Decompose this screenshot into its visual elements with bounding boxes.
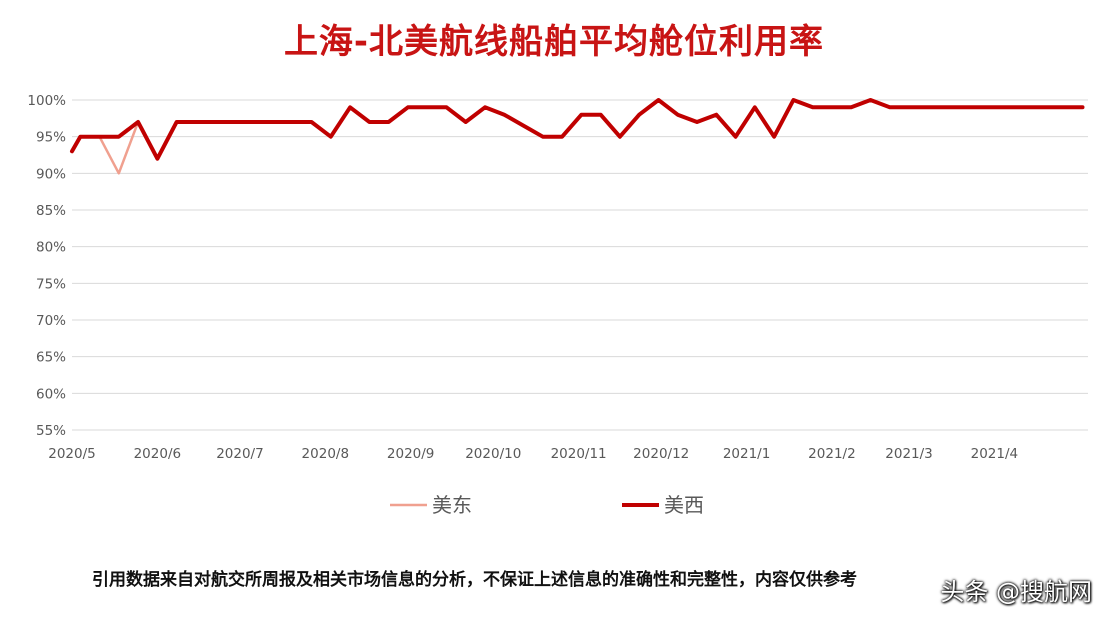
x-tick-label: 2020/7 (216, 446, 264, 462)
y-tick-label: 75% (36, 276, 66, 292)
x-tick-label: 2020/8 (302, 446, 350, 462)
x-tick-label: 2020/5 (48, 446, 96, 462)
y-tick-label: 85% (36, 203, 66, 219)
legend-label: 美西 (664, 493, 704, 517)
y-tick-label: 70% (36, 313, 66, 329)
y-tick-label: 100% (27, 93, 66, 109)
x-tick-label: 2021/4 (971, 446, 1019, 462)
series-lines (70, 98, 1085, 175)
series-line-us-west (70, 98, 1085, 161)
x-tick-label: 2020/11 (551, 446, 607, 462)
y-tick-label: 55% (36, 423, 66, 439)
legend: 美东 美西 (390, 493, 704, 517)
y-tick-label: 80% (36, 240, 66, 256)
x-tick-label: 2021/3 (885, 446, 933, 462)
y-tick-label: 65% (36, 350, 66, 366)
y-tick-label: 60% (36, 386, 66, 402)
x-tick-label: 2021/1 (723, 446, 771, 462)
legend-label: 美东 (432, 493, 472, 517)
disclaimer-text: 引用数据来自对航交所周报及相关市场信息的分析，不保证上述信息的准确性和完整性，内… (92, 570, 857, 590)
chart-title: 上海-北美航线船舶平均舱位利用率 (283, 22, 825, 62)
watermark: 头条 @搜航网 (940, 578, 1092, 606)
x-axis-ticks: 2020/5 2020/6 2020/7 2020/8 2020/9 2020/10 202… (48, 446, 1018, 462)
y-axis-ticks: 55% 60% 65% 70% 75% 80% 85% 90% 95% 100% (27, 93, 66, 439)
x-tick-label: 2020/6 (134, 446, 182, 462)
x-tick-label: 2021/2 (808, 446, 856, 462)
y-tick-label: 90% (36, 166, 66, 182)
grid-lines (72, 99, 1088, 431)
x-tick-label: 2020/12 (633, 446, 689, 462)
y-tick-label: 95% (36, 130, 66, 146)
x-tick-label: 2020/10 (465, 446, 521, 462)
x-tick-label: 2020/9 (387, 446, 435, 462)
